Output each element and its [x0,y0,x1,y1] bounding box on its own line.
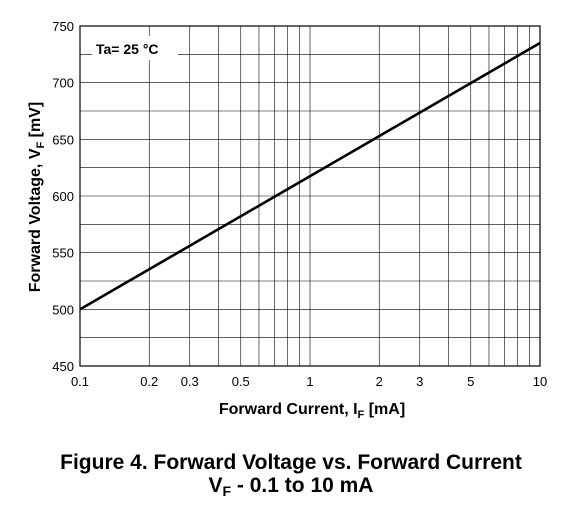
x-tick-label: 0.2 [140,374,158,389]
x-axis-title-subscript: F [358,409,365,421]
plot-frame [79,25,541,367]
y-tick-label: 700 [52,76,74,91]
temperature-annotation: Ta= 25 °C [96,41,159,57]
forward-voltage-chart: 0.1 0.2 0.3 0.5 1 2 3 5 10 450 500 550 600 650 700 750… [27,19,547,421]
x-tick-label: 2 [376,374,383,389]
caption-rest: - 0.1 to 10 mA [231,474,374,497]
y-tick-label: 450 [52,359,74,374]
y-axis-title-main: Forward Voltage, V [27,148,44,292]
annotation-background [92,36,178,60]
series-line [79,41,541,311]
y-tick-label: 600 [52,189,74,204]
y-tick-labels: 450 500 550 600 650 700 750 [52,19,74,374]
figure-caption-line1: Figure 4. Forward Voltage vs. Forward Cu… [60,451,522,474]
x-axis-title: Forward Current, IF [mA] [219,401,405,421]
y-axis-title-subscript: F [35,142,47,149]
caption-subscript: F [222,483,232,499]
grid [80,26,540,366]
y-tick-label: 650 [52,132,74,147]
y-tick-label: 500 [52,302,74,317]
y-axis-title: Forward Voltage, VF [mV] [27,102,47,292]
caption-v: V [208,474,223,497]
x-tick-labels: 0.1 0.2 0.3 0.5 1 2 3 5 10 [71,374,547,389]
figure-caption-line2: VF - 0.1 to 10 mA [0,474,582,503]
y-tick-label: 550 [52,246,74,261]
series-layer [79,41,541,311]
y-axis-title-unit: [mV] [27,102,44,142]
x-tick-label: 0.1 [71,374,89,389]
x-tick-label: 1 [306,374,313,389]
x-tick-label: 10 [533,374,547,389]
x-tick-label: 0.3 [181,374,199,389]
x-axis-title-unit: [mA] [364,401,405,418]
y-tick-label: 750 [52,19,74,34]
x-axis-title-main: Forward Current, I [219,401,358,418]
chart-area: 0.1 0.2 0.3 0.5 1 2 3 5 10 450 500 550 600 650 700 750… [27,19,547,421]
x-tick-label: 0.5 [232,374,250,389]
x-tick-label: 3 [416,374,423,389]
x-tick-label: 5 [467,374,474,389]
